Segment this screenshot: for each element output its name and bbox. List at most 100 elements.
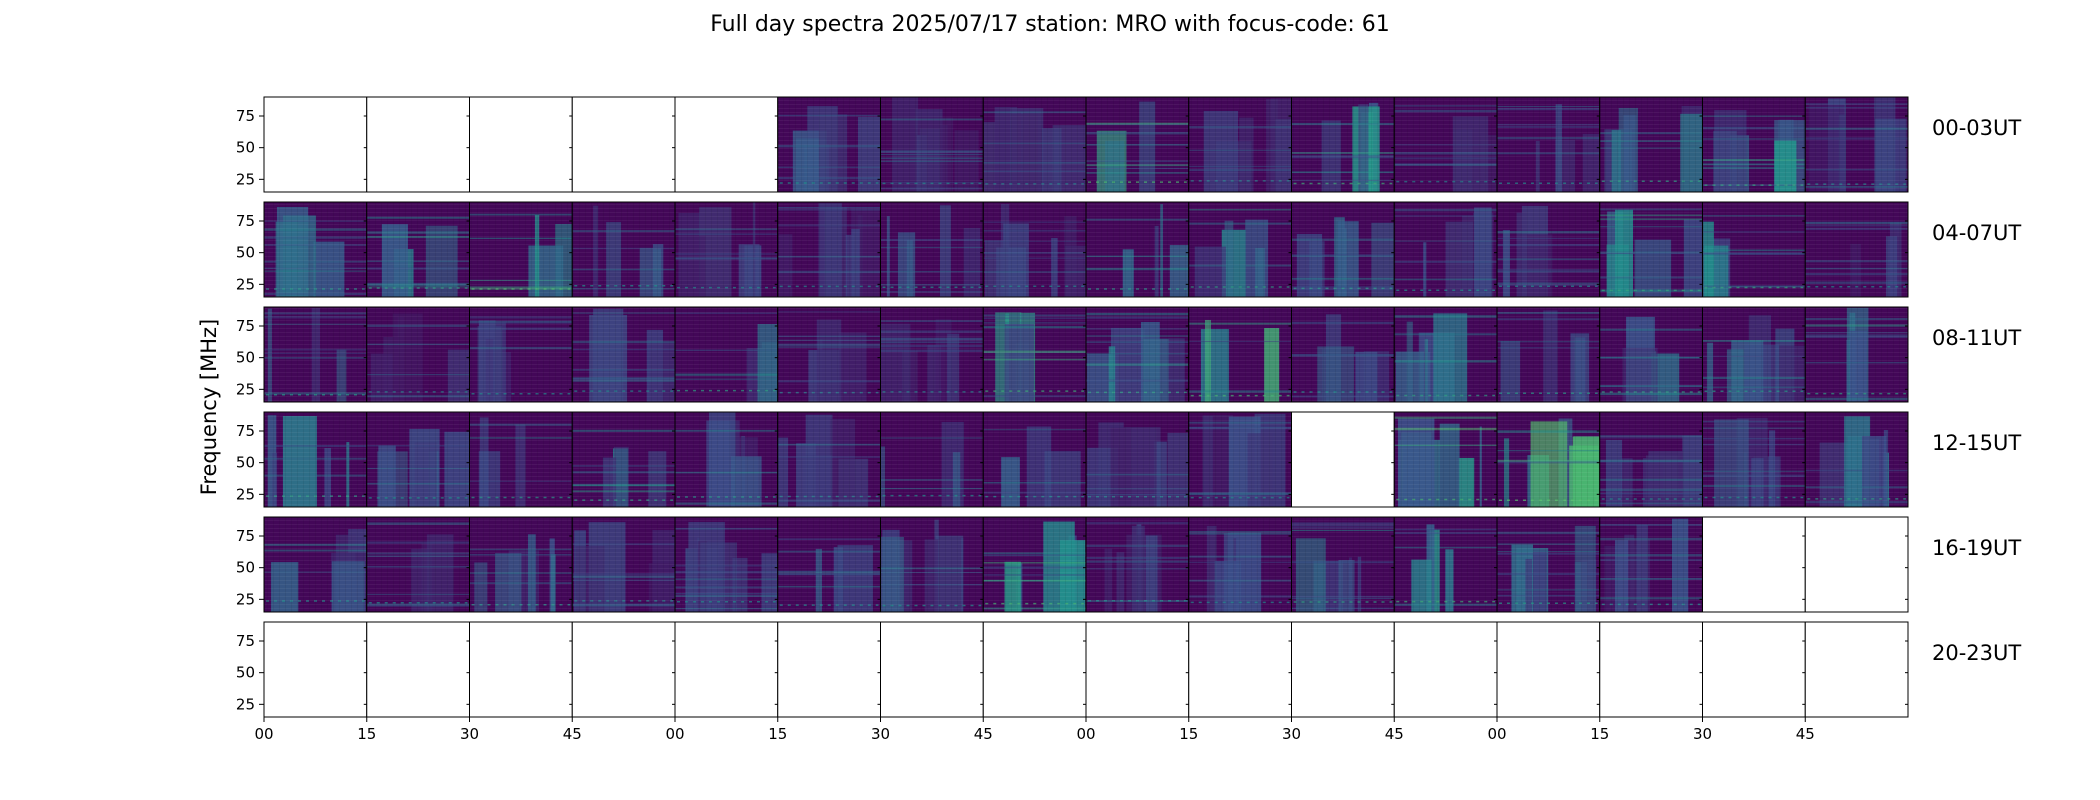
panel-texture [1086, 202, 1189, 297]
empty-panel [880, 621, 984, 718]
panel-texture [572, 307, 675, 402]
x-tick-label: 45 [563, 725, 582, 743]
spectrum-panel [1702, 411, 1806, 508]
panel-texture [1291, 517, 1395, 612]
y-tick-label: 75 [236, 527, 255, 545]
panel-background [1291, 412, 1395, 507]
panel-background [469, 622, 573, 717]
panel-texture [1805, 202, 1908, 297]
panel-texture [469, 202, 573, 297]
panel-texture [1394, 97, 1497, 192]
panel-texture [572, 202, 675, 297]
panel-texture [1188, 517, 1292, 612]
panel-texture [1188, 97, 1292, 192]
empty-panel [366, 621, 470, 718]
spectrum-panel [1393, 516, 1498, 613]
panel-background [1497, 622, 1600, 717]
panel-texture [1497, 97, 1600, 192]
x-tick-label: 45 [1796, 725, 1815, 743]
spectrum-panel [1085, 411, 1190, 508]
x-tick-label: 30 [871, 725, 890, 743]
panel-background [572, 97, 675, 192]
spectrum-panel [1291, 96, 1395, 193]
spectrum-panel [1291, 306, 1395, 403]
spectrum-panel [674, 516, 779, 613]
spectrum-panel [469, 516, 573, 613]
panel-texture [1599, 517, 1703, 612]
panel-texture [1702, 412, 1806, 507]
row-label: 04-07UT [1932, 221, 2021, 245]
panel-background [1702, 517, 1806, 612]
panel-texture [366, 517, 470, 612]
y-tick-label: 50 [236, 349, 255, 367]
panel-background [1291, 622, 1395, 717]
row-label: 12-15UT [1932, 431, 2021, 455]
x-tick-label: 15 [1179, 725, 1198, 743]
panel-texture [1188, 202, 1292, 297]
panel-texture [983, 412, 1086, 507]
panel-texture [1086, 412, 1189, 507]
panel-background [572, 622, 675, 717]
empty-panel [571, 96, 676, 193]
panel-border [1804, 516, 1909, 613]
panel-background [675, 97, 778, 192]
empty-panel [1496, 621, 1601, 718]
x-tick-label: 00 [254, 725, 273, 743]
spectrum-panel [1804, 201, 1909, 298]
panel-texture [1394, 202, 1497, 297]
panel-texture [1086, 97, 1189, 192]
panel-texture [880, 412, 984, 507]
spectrum-panel [674, 201, 779, 298]
spectrum-panel [880, 306, 984, 403]
spectrum-panel [1188, 201, 1292, 298]
spectrum-panel [263, 516, 368, 613]
x-tick-label: 45 [1385, 725, 1404, 743]
spectrum-panel [1599, 96, 1703, 193]
spectra-row: 75 50 25 12-15UT [236, 411, 2021, 508]
spectrum-panel [366, 411, 470, 508]
panel-texture [777, 307, 881, 402]
panel-texture [1188, 412, 1292, 507]
y-axis-label: Frequency [MHz] [197, 319, 221, 495]
empty-panel [571, 621, 676, 718]
spectrum-panel [1804, 96, 1909, 193]
empty-panel [982, 621, 1087, 718]
empty-panel [469, 621, 573, 718]
empty-panel [1393, 621, 1498, 718]
y-tick-label: 25 [236, 695, 255, 713]
x-tick-label: 15 [357, 725, 376, 743]
y-tick-label: 75 [236, 317, 255, 335]
spectrum-panel [982, 201, 1087, 298]
y-tick-label: 50 [236, 244, 255, 262]
spectrum-panel [1702, 96, 1806, 193]
spectrum-panel [982, 516, 1087, 613]
spectrum-panel [880, 411, 984, 508]
spectrum-panel [982, 306, 1087, 403]
panel-background [264, 622, 367, 717]
panel-background [366, 622, 470, 717]
spectrum-panel [571, 516, 676, 613]
empty-panel [1085, 621, 1190, 718]
y-tick-label: 75 [236, 422, 255, 440]
panel-texture [1599, 412, 1703, 507]
panel-background [469, 97, 573, 192]
panel-background [1599, 622, 1703, 717]
chart-title: Full day spectra 2025/07/17 station: MRO… [710, 12, 1390, 37]
spectrum-panel [777, 306, 881, 403]
y-tick-label: 25 [236, 485, 255, 503]
panel-background [1805, 622, 1908, 717]
y-tick-label: 25 [236, 590, 255, 608]
spectrum-panel [1599, 516, 1703, 613]
spectrum-panel [1496, 411, 1601, 508]
spectrum-panel [571, 411, 676, 508]
panel-texture [777, 517, 881, 612]
spectrum-panel [777, 411, 881, 508]
y-tick-label: 25 [236, 170, 255, 188]
panel-texture [264, 412, 367, 507]
spectrum-panel [1393, 306, 1498, 403]
panel-texture [469, 412, 573, 507]
empty-panel [469, 96, 573, 193]
spectrum-panel [469, 411, 573, 508]
spectrum-panel [571, 201, 676, 298]
panel-texture [264, 517, 367, 612]
